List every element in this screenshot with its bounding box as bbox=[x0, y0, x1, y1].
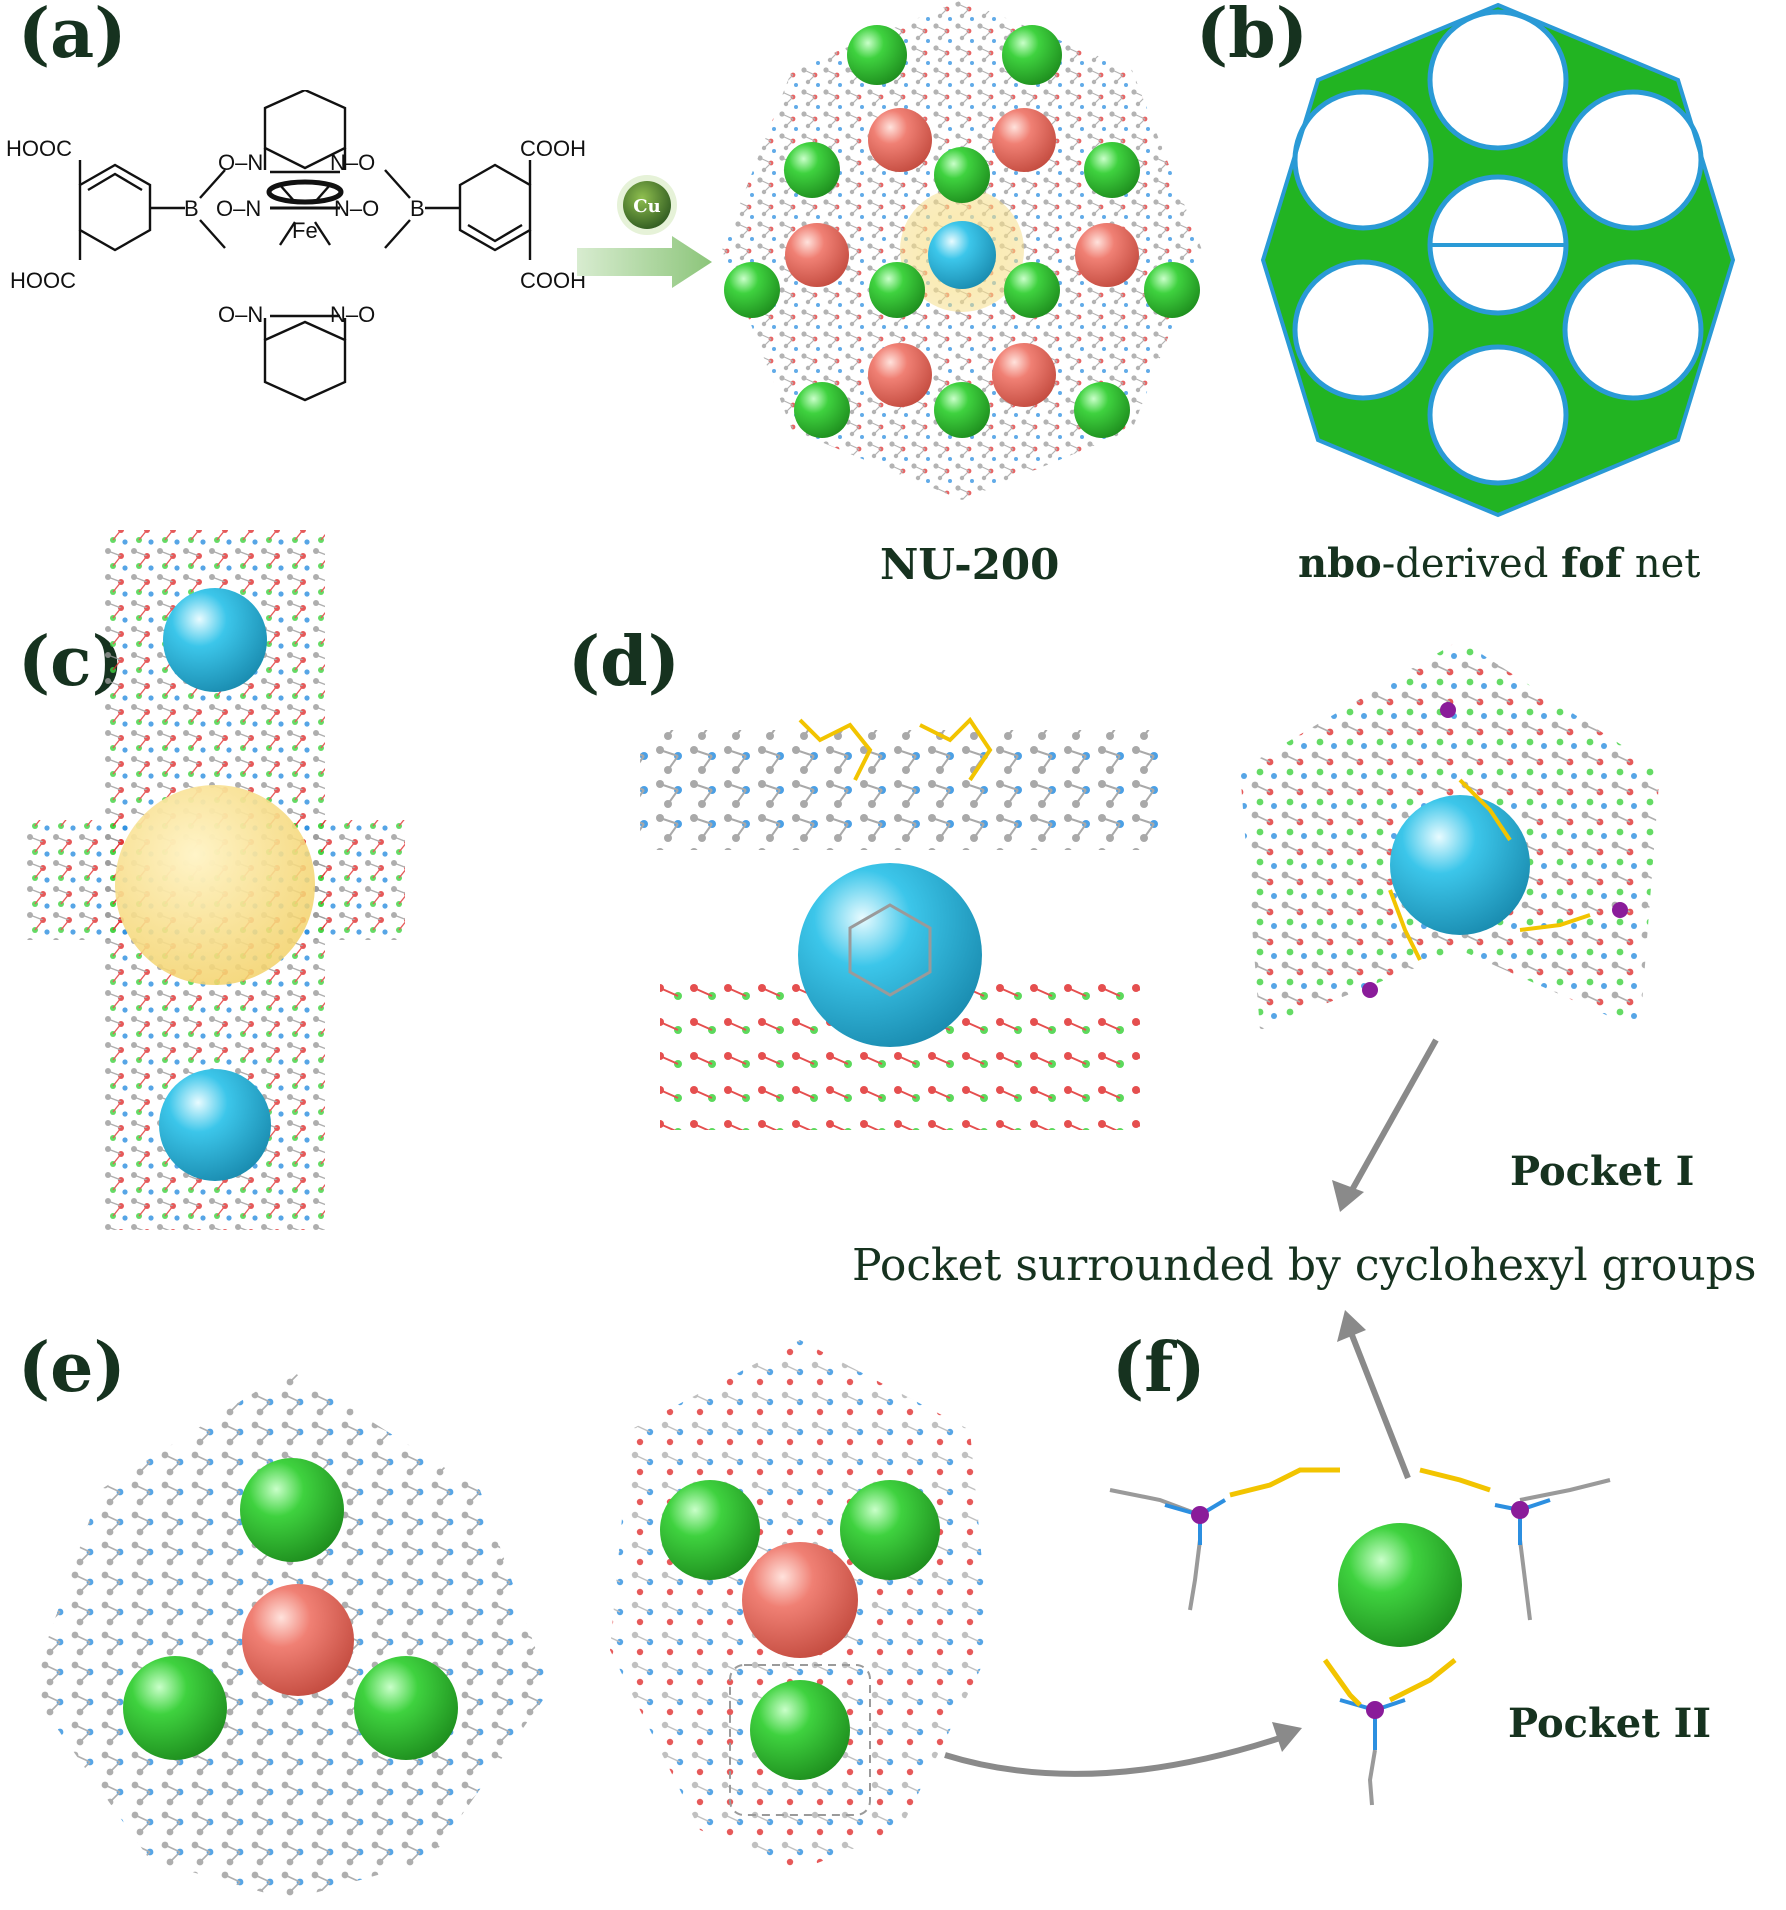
panel-label-d: (d) bbox=[568, 622, 680, 702]
boron-label: B bbox=[410, 196, 425, 221]
cage-top-view-image bbox=[30, 1370, 550, 1900]
cyclohexyl-annotation: Pocket surrounded by cyclohexyl groups bbox=[852, 1240, 1757, 1291]
pocket-one-image bbox=[1240, 640, 1660, 1030]
pocket-one-label: Pocket I bbox=[1510, 1148, 1695, 1195]
nu200-framework-image bbox=[722, 0, 1202, 500]
fof-text: fof bbox=[1561, 540, 1623, 587]
panel-label-f: (f) bbox=[1112, 1328, 1206, 1408]
cooh-label: COOH bbox=[520, 136, 586, 161]
hooc-label: HOOC bbox=[6, 136, 72, 161]
panel-label-b: (b) bbox=[1196, 0, 1308, 74]
pocket-two-image bbox=[1109, 1467, 1611, 1806]
cooh-label: COOH bbox=[520, 268, 586, 293]
iron-label: Fe bbox=[292, 218, 318, 243]
hooc-label: HOOC bbox=[10, 268, 76, 293]
pocket-fragment-image bbox=[640, 716, 1160, 1130]
panel-label-e: (e) bbox=[18, 1328, 126, 1408]
o-n-label: O–N bbox=[218, 302, 263, 327]
cage-column-image bbox=[25, 530, 405, 1230]
fof-net-diagram bbox=[1260, 2, 1736, 518]
n-o-label: N–O bbox=[330, 150, 375, 175]
net-text: net bbox=[1622, 541, 1701, 587]
cu-reaction-arrow: Cu bbox=[577, 175, 712, 288]
o-n-label: O–N bbox=[218, 150, 263, 175]
boron-label: B bbox=[184, 196, 199, 221]
fof-net-caption: nbo-derived fof net bbox=[1298, 540, 1700, 587]
cu-badge: Cu bbox=[633, 196, 660, 217]
ligand-structure-diagram: HOOC HOOC COOH COOH B B Fe O–N N–O O–N N… bbox=[6, 90, 586, 402]
n-o-label: N–O bbox=[330, 302, 375, 327]
derived-text: -derived bbox=[1381, 541, 1562, 587]
o-n-label: O–N bbox=[216, 196, 261, 221]
n-o-label: N–O bbox=[334, 196, 379, 221]
nbo-text: nbo bbox=[1298, 540, 1382, 587]
pocket-two-label: Pocket II bbox=[1508, 1700, 1712, 1747]
cage-side-view-image bbox=[610, 1340, 990, 1870]
nu200-caption: NU-200 bbox=[880, 540, 1060, 589]
panel-label-a: (a) bbox=[18, 0, 127, 74]
